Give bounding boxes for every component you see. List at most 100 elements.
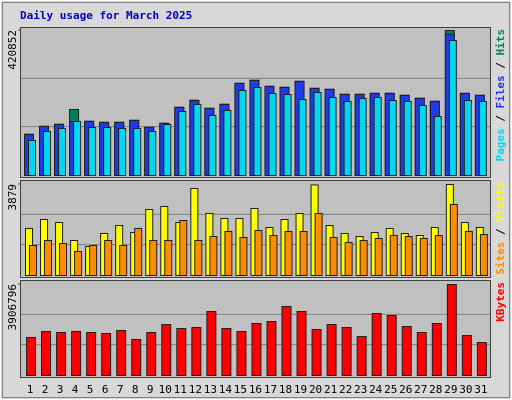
legend: KBytes <box>494 282 507 322</box>
x-tick-label: 27 <box>414 383 427 396</box>
x-tick-label: 16 <box>249 383 262 396</box>
bar <box>446 284 457 376</box>
x-tick-label: 5 <box>87 383 94 396</box>
bar <box>28 139 36 177</box>
bar <box>239 236 248 276</box>
x-tick-label: 6 <box>102 383 109 396</box>
bar <box>403 100 412 176</box>
bar <box>358 97 367 176</box>
bar <box>101 333 112 376</box>
bar <box>118 128 127 176</box>
y-tick-label: 420852 <box>6 30 19 70</box>
bar <box>146 331 157 377</box>
x-tick-label: 19 <box>294 383 307 396</box>
bar <box>58 128 67 176</box>
x-tick-label: 10 <box>159 383 172 396</box>
x-tick-label: 24 <box>369 383 383 396</box>
bar <box>416 331 427 377</box>
bar <box>178 110 187 176</box>
bar <box>253 87 262 176</box>
bar <box>386 315 397 376</box>
bar <box>191 327 202 376</box>
x-tick-label: 17 <box>264 383 277 396</box>
bar <box>373 96 382 176</box>
legend-entry: Files <box>494 75 507 108</box>
bar <box>161 324 172 377</box>
bar <box>419 238 428 276</box>
x-tick-label: 9 <box>147 383 154 396</box>
bar <box>269 235 278 276</box>
legend-entry: KBytes <box>494 282 507 322</box>
x-tick-label: 8 <box>132 383 139 396</box>
bar <box>193 103 202 176</box>
bar <box>356 336 367 376</box>
bar <box>89 244 98 276</box>
x-tick-label: 14 <box>219 383 233 396</box>
bar <box>43 131 52 177</box>
bar <box>149 239 158 277</box>
bar <box>266 321 277 376</box>
legend-entry: Pages <box>494 128 507 161</box>
bar <box>251 322 262 377</box>
bar <box>283 93 292 176</box>
bar <box>148 131 157 177</box>
bar <box>418 104 427 176</box>
bar <box>433 116 442 176</box>
bar <box>344 241 353 276</box>
bar <box>313 92 322 176</box>
bar <box>374 238 383 276</box>
bar <box>478 100 487 176</box>
x-tick-label: 12 <box>189 383 202 396</box>
x-tick-label: 4 <box>72 383 79 396</box>
bar <box>463 99 472 176</box>
bar <box>163 124 172 176</box>
bar <box>29 244 37 276</box>
bar <box>326 324 337 377</box>
legend-separator: / <box>494 56 507 76</box>
bar <box>44 239 53 277</box>
bar <box>388 99 397 176</box>
x-tick-label: 29 <box>444 383 457 396</box>
x-tick-label: 31 <box>474 383 487 396</box>
bar <box>298 98 307 176</box>
bar <box>103 127 112 176</box>
x-tick-label: 18 <box>279 383 292 396</box>
x-tick-label: 28 <box>429 383 442 396</box>
legend-entry: Hits <box>494 29 507 56</box>
bar <box>236 331 247 376</box>
bar <box>26 337 36 376</box>
x-tick-label: 20 <box>309 383 322 396</box>
bar <box>134 227 143 276</box>
bar <box>311 328 322 376</box>
x-tick-label: 15 <box>234 383 247 396</box>
bar <box>343 100 352 176</box>
bar <box>208 115 217 176</box>
bar <box>328 96 337 176</box>
bar <box>371 312 382 376</box>
y-tick-label: 3879 <box>6 184 19 211</box>
bar <box>401 325 412 376</box>
bar <box>448 40 457 176</box>
bar <box>389 235 398 276</box>
bar <box>131 338 142 377</box>
bar <box>254 230 263 276</box>
legend-entry: Visits <box>494 182 507 222</box>
bar <box>329 236 338 276</box>
x-tick-label: 3 <box>57 383 64 396</box>
x-tick-label: 2 <box>42 383 49 396</box>
bar <box>268 92 277 176</box>
bar <box>221 327 232 377</box>
x-tick-label: 26 <box>399 383 412 396</box>
legend: Sites / Visits <box>494 182 507 275</box>
bar <box>281 305 292 377</box>
bar <box>176 327 187 377</box>
legend-separator: / <box>494 109 507 129</box>
bar <box>223 109 232 176</box>
legend-entry: Sites <box>494 242 507 275</box>
bar <box>479 233 488 276</box>
bar <box>104 239 113 277</box>
bar <box>224 230 233 276</box>
x-tick-label: 25 <box>384 383 397 396</box>
bar <box>341 327 352 376</box>
